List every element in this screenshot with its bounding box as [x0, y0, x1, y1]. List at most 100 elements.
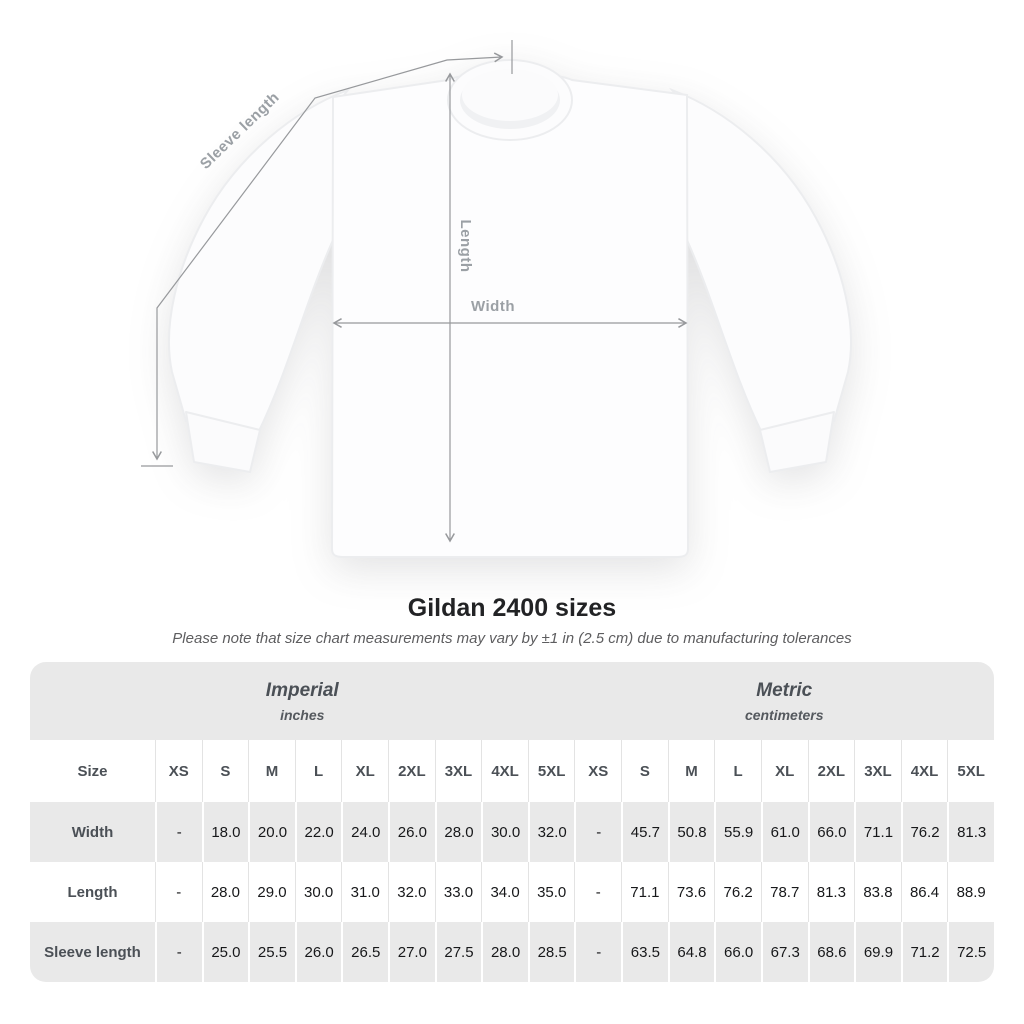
measurement-value-cell: -: [574, 802, 622, 862]
size-col-header: L: [294, 740, 342, 802]
measurement-value-cell: 27.0: [388, 922, 435, 982]
measurement-value-cell: -: [155, 802, 202, 862]
imperial-band-title: Imperial: [265, 679, 339, 701]
measurement-value-cell: 86.4: [900, 862, 948, 922]
row-label: Length: [30, 862, 155, 922]
measurement-value-cell: 28.0: [434, 802, 482, 862]
tolerance-note: Please note that size chart measurements…: [172, 630, 852, 647]
measurement-value-cell: 22.0: [294, 802, 342, 862]
measurement-value-cell: -: [155, 922, 202, 982]
size-col-header: 2XL: [807, 740, 855, 802]
measurement-value-cell: 69.9: [854, 922, 901, 982]
measurement-value-cell: 25.0: [201, 922, 249, 982]
unit-band-row: Imperial inches Metric centimeters: [30, 662, 994, 740]
size-col-header: 5XL: [947, 740, 994, 802]
measurement-value-cell: 71.1: [854, 802, 901, 862]
measurement-value-cell: 76.2: [714, 862, 761, 922]
measurement-value-cell: 73.6: [667, 862, 715, 922]
measurement-value-cell: 34.0: [481, 862, 528, 922]
measurement-value-cell: 55.9: [714, 802, 761, 862]
right-cuff: [759, 411, 835, 473]
collar: [447, 59, 573, 141]
measurement-value-cell: 32.0: [527, 802, 575, 862]
size-col-header: 3XL: [434, 740, 482, 802]
measurement-value-cell: 67.3: [760, 922, 808, 982]
measurement-value-cell: 71.1: [621, 862, 668, 922]
measurement-value-cell: 28.0: [201, 862, 249, 922]
measurement-row: Width -18.0 20.0 22.0 24.0 26.0 28.0 30.0 32.0-4…: [30, 802, 994, 862]
measurement-value-cell: 28.0: [481, 922, 528, 982]
metric-band-unit: centimeters: [744, 706, 824, 723]
measurement-value-cell: 30.0: [294, 862, 342, 922]
size-col-header: 2XL: [388, 740, 435, 802]
size-col-header: 5XL: [527, 740, 575, 802]
measurement-value-cell: 32.0: [388, 862, 435, 922]
sleeve-length-line: [152, 52, 504, 461]
left-sleeve: [168, 87, 352, 435]
metric-band: Metric centimeters: [574, 662, 994, 740]
measurement-value-cell: 61.0: [760, 802, 808, 862]
measurement-value-cell: 18.0: [201, 802, 249, 862]
measurement-value-cell: 29.0: [248, 862, 295, 922]
measurement-value-cell: 27.5: [434, 922, 482, 982]
size-header-row: Size XS S M L XL 2XL 3XL 4XL 5XL XS S M L XL 2XL 3XL 4XL…: [30, 740, 994, 802]
measurement-value-cell: 78.7: [760, 862, 808, 922]
size-col-header: XS: [155, 740, 202, 802]
measurement-row: Length -28.0 29.0 30.0 31.0 32.0 33.0 34.0 35.0-…: [30, 862, 994, 922]
size-chart-page: Sleeve length Length Width Gildan 2400 s…: [30, 40, 994, 982]
measurement-value-cell: 72.5: [947, 922, 994, 982]
measurement-value-cell: 33.0: [434, 862, 482, 922]
measurement-value-cell: -: [574, 922, 622, 982]
size-col-header: L: [714, 740, 761, 802]
size-col-header: 4XL: [900, 740, 948, 802]
measurement-value-cell: 63.5: [621, 922, 668, 982]
size-col-header: XS: [574, 740, 622, 802]
measurement-value-cell: 24.0: [341, 802, 389, 862]
size-col-header: S: [621, 740, 668, 802]
measurement-value-cell: 66.0: [714, 922, 761, 982]
measurement-value-cell: 20.0: [248, 802, 295, 862]
size-col-header: M: [248, 740, 295, 802]
size-col-header: 4XL: [481, 740, 528, 802]
measurement-value-cell: -: [155, 862, 202, 922]
measurement-value-cell: 64.8: [667, 922, 715, 982]
size-col-header: 3XL: [854, 740, 901, 802]
imperial-band: Imperial inches: [30, 662, 575, 740]
measurement-value-cell: 88.9: [947, 862, 994, 922]
measurement-value-cell: 81.3: [947, 802, 994, 862]
measurement-value-cell: -: [574, 862, 622, 922]
measurement-lines: [141, 40, 688, 543]
shirt-diagram: Sleeve length Length Width: [141, 40, 852, 558]
row-label: Width: [30, 802, 155, 862]
size-col-header: M: [667, 740, 715, 802]
size-col-header: S: [201, 740, 249, 802]
measurement-value-cell: 83.8: [854, 862, 901, 922]
size-row-label: Size: [30, 740, 155, 802]
measurement-value-cell: 26.0: [294, 922, 342, 982]
row-label: Sleeve length: [30, 922, 155, 982]
measurement-value-cell: 25.5: [248, 922, 295, 982]
page-title: Gildan 2400 sizes: [407, 594, 617, 622]
measurement-value-cell: 26.0: [388, 802, 435, 862]
length-label: Length: [457, 220, 474, 273]
size-chart-table: Imperial inches Metric centimeters Size …: [30, 662, 994, 982]
measurement-value-cell: 68.6: [807, 922, 855, 982]
measurement-value-cell: 30.0: [481, 802, 528, 862]
right-sleeve: [668, 87, 852, 435]
measurement-value-cell: 50.8: [667, 802, 715, 862]
size-col-header: XL: [760, 740, 808, 802]
size-col-header: XL: [341, 740, 389, 802]
measurement-value-cell: 81.3: [807, 862, 855, 922]
measurement-value-cell: 66.0: [807, 802, 855, 862]
measurement-value-cell: 71.2: [900, 922, 948, 982]
measurement-value-cell: 45.7: [621, 802, 668, 862]
measurement-value-cell: 35.0: [527, 862, 575, 922]
imperial-band-unit: inches: [280, 706, 325, 723]
measurement-row: Sleeve length -25.0 25.5 26.0 26.5 27.0 27.5 28…: [30, 922, 994, 982]
measurement-value-cell: 28.5: [527, 922, 575, 982]
width-label: Width: [471, 298, 515, 315]
measurement-value-cell: 76.2: [900, 802, 948, 862]
metric-band-title: Metric: [756, 679, 813, 701]
measurement-value-cell: 31.0: [341, 862, 389, 922]
measurement-value-cell: 26.5: [341, 922, 389, 982]
